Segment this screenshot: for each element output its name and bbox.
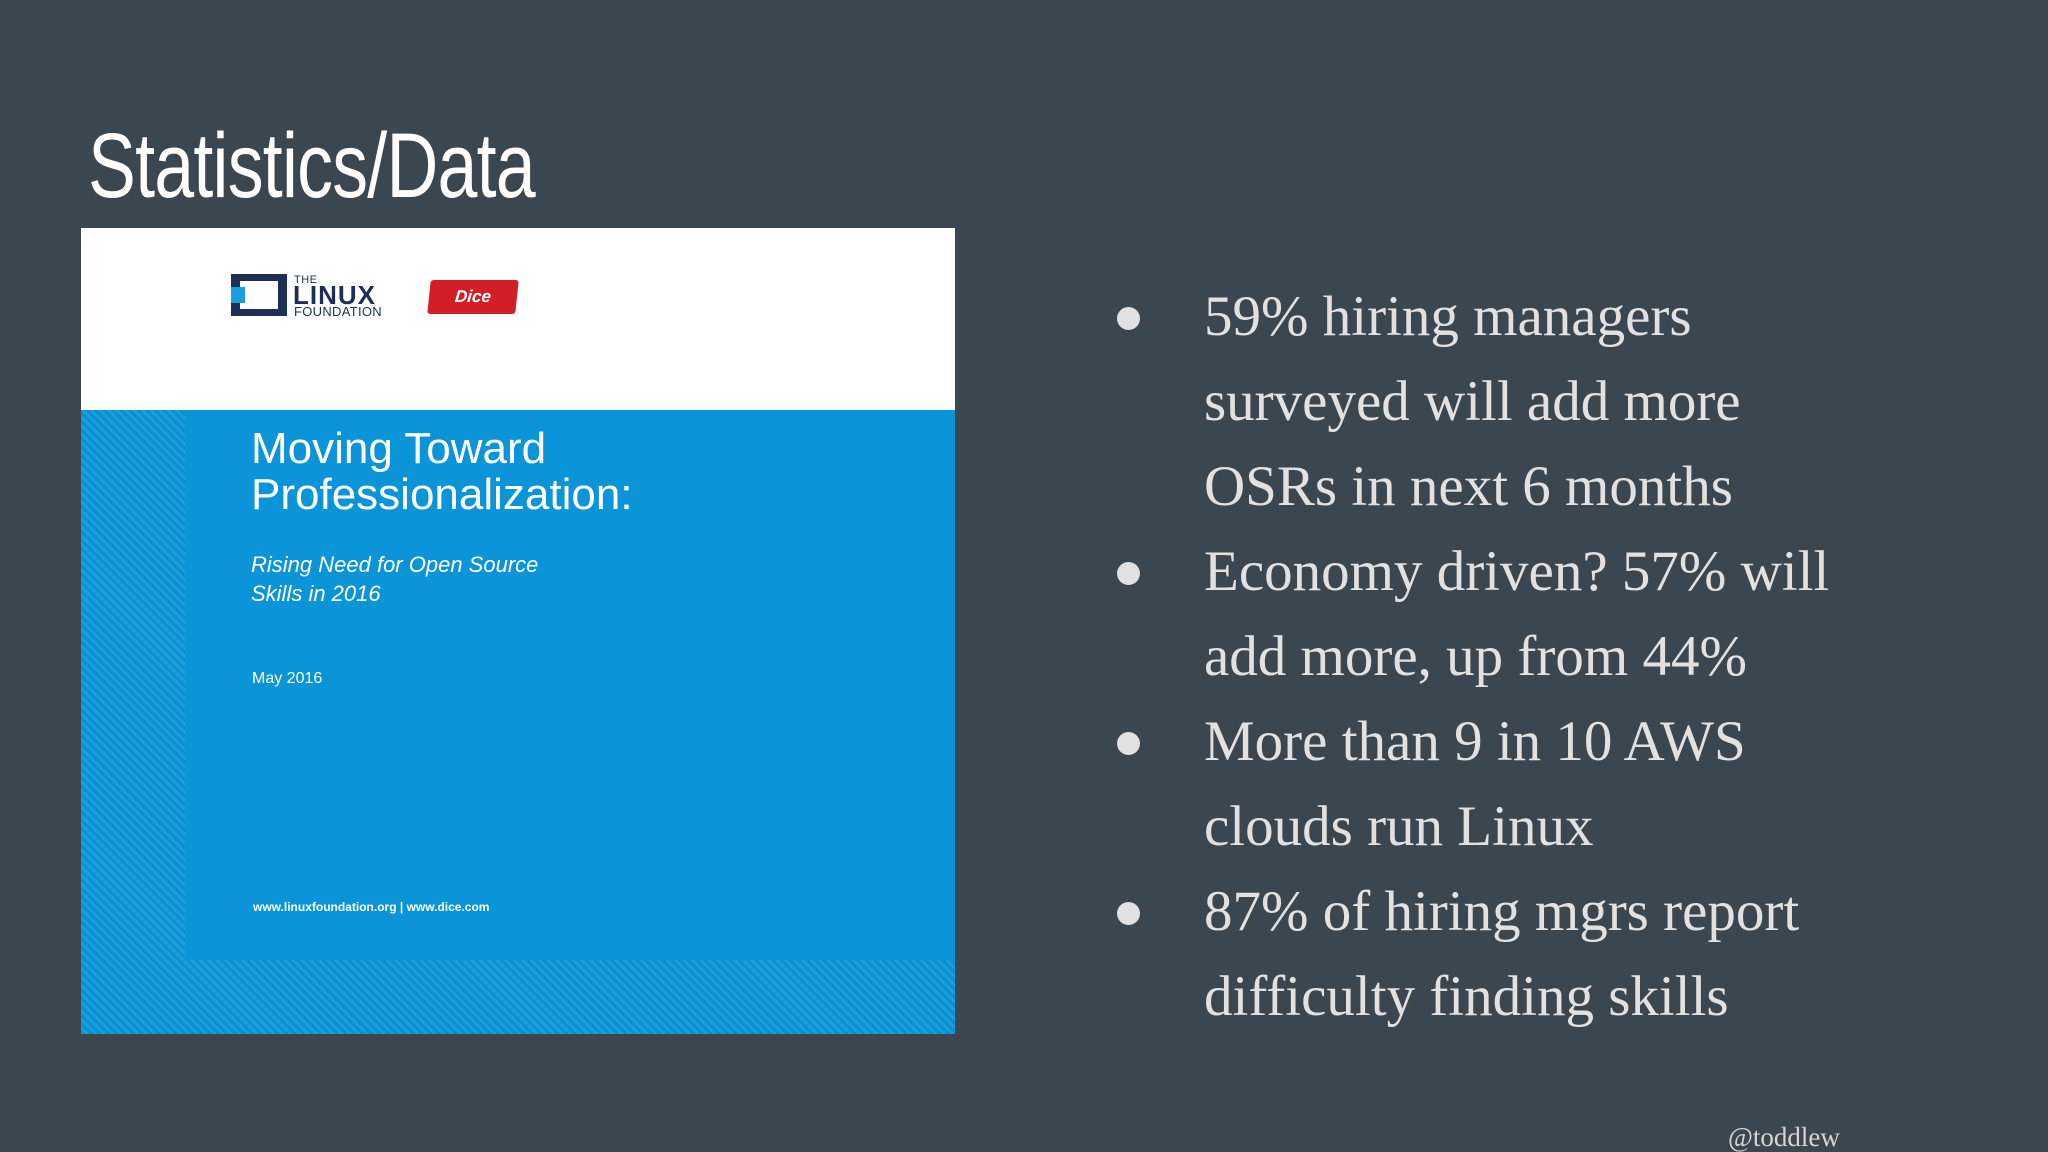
cover-heading-line2: Professionalization: <box>251 470 633 519</box>
cover-heading: Moving Toward Professionalization: <box>251 426 633 518</box>
cover-body: Moving Toward Professionalization: Risin… <box>81 410 955 1034</box>
bullet-line: OSRs in next 6 months <box>1204 455 1733 518</box>
bullet-line: Economy driven? 57% will <box>1204 540 1830 603</box>
bullet-list: 59% hiring managers surveyed will add mo… <box>1112 274 2012 1039</box>
linux-foundation-logo-icon <box>231 274 287 316</box>
bullet-line: surveyed will add more <box>1204 370 1741 433</box>
report-cover-image: THE LINUX FOUNDATION Dice Moving Toward … <box>81 228 955 1034</box>
bullet-line: 59% hiring managers <box>1204 285 1692 348</box>
cover-heading-line1: Moving Toward <box>251 424 547 473</box>
bullet-line: clouds run Linux <box>1204 795 1594 858</box>
cover-urls: www.linuxfoundation.org | www.dice.com <box>253 900 490 914</box>
bullet-line: difficulty finding skills <box>1204 965 1729 1028</box>
bullet-item: 87% of hiring mgrs report difficulty fin… <box>1112 869 2012 1039</box>
logo-linux-text: LINUX <box>293 280 376 310</box>
bullet-item: 59% hiring managers surveyed will add mo… <box>1112 274 2012 529</box>
bullet-item: More than 9 in 10 AWS clouds run Linux <box>1112 699 2012 869</box>
cover-stripe-left <box>81 410 185 1034</box>
logo-foundation-text: FOUNDATION <box>294 304 382 319</box>
bullet-dot-icon <box>1117 902 1140 925</box>
bullet-line: More than 9 in 10 AWS <box>1204 710 1746 773</box>
cover-subtitle-line1: Rising Need for Open Source <box>251 552 539 577</box>
cover-date: May 2016 <box>252 670 323 687</box>
cover-header: THE LINUX FOUNDATION Dice <box>81 228 955 410</box>
cover-stripe-bottom <box>81 960 955 1034</box>
slide-title: Statistics/Data <box>88 115 536 217</box>
cover-subtitle-line2: Skills in 2016 <box>251 581 381 606</box>
bullet-dot-icon <box>1117 732 1140 755</box>
bullet-dot-icon <box>1117 562 1140 585</box>
cover-subtitle: Rising Need for Open Source Skills in 20… <box>251 550 538 608</box>
dice-logo: Dice <box>427 280 519 314</box>
logo-the-text: THE <box>294 274 318 286</box>
author-handle: @toddlew <box>1728 1122 1840 1152</box>
bullet-item: Economy driven? 57% will add more, up fr… <box>1112 529 2012 699</box>
bullet-line: add more, up from 44% <box>1204 625 1747 688</box>
bullet-line: 87% of hiring mgrs report <box>1204 880 1800 943</box>
bullet-dot-icon <box>1117 307 1140 330</box>
